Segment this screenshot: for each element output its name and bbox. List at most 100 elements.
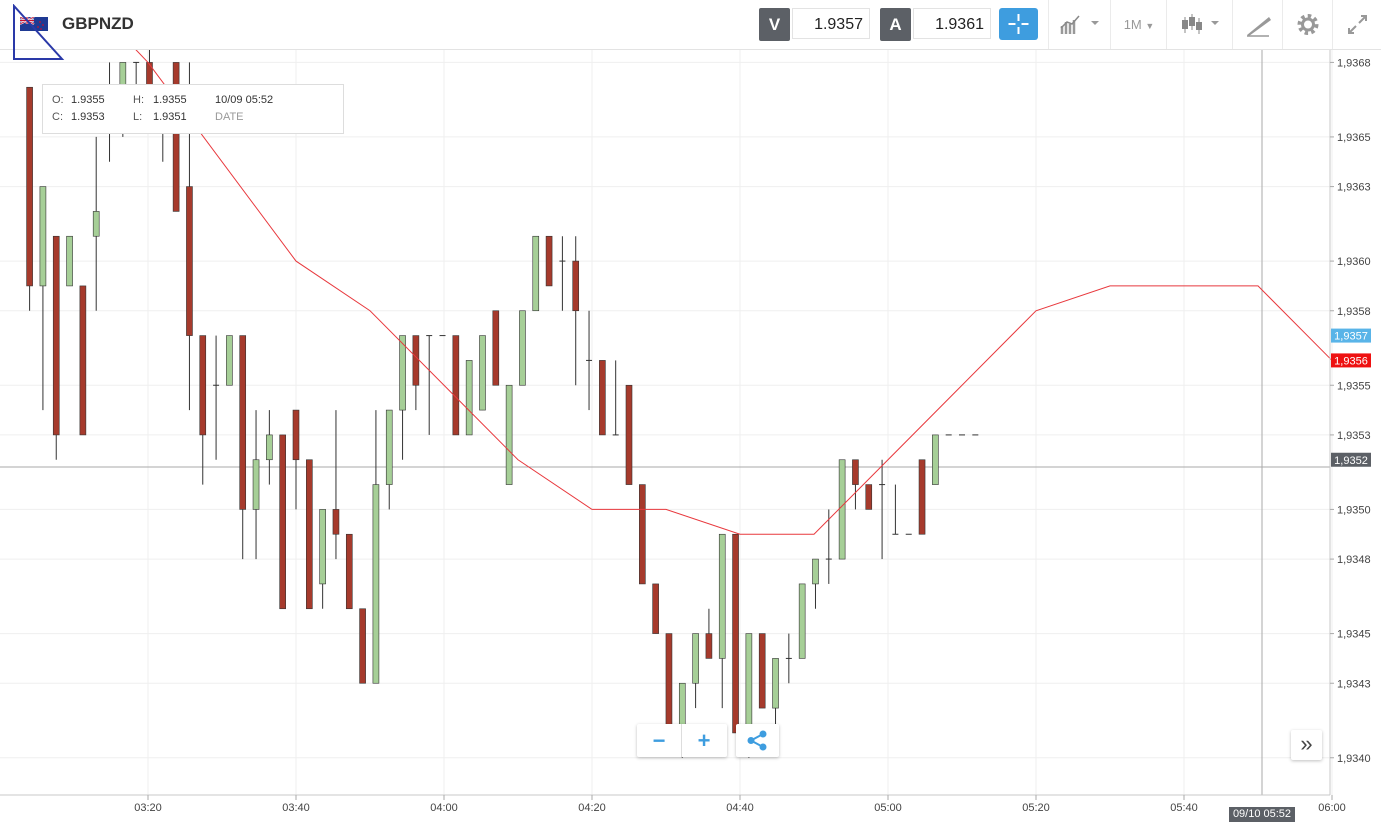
crosshair-button[interactable] [999, 8, 1038, 40]
candle-body-up [932, 434, 939, 485]
candle [66, 235, 73, 287]
timeframe-button[interactable]: 1M ▼ [1110, 0, 1167, 49]
time-tick-label: 05:00 [874, 802, 902, 814]
candle [505, 384, 513, 485]
price-chart[interactable]: 1,93401,93431,93451,93481,93501,93531,93… [0, 50, 1381, 824]
timeframe-label: 1M [1123, 17, 1142, 32]
candle-body-down [239, 335, 247, 510]
candle [426, 335, 433, 435]
candle-body-down [26, 86, 33, 287]
candles-button[interactable] [1166, 0, 1233, 49]
candle-body-up [505, 384, 513, 485]
candle-body-up [812, 558, 819, 585]
ask-price-tag-bg [1331, 353, 1371, 368]
candle [226, 335, 233, 386]
low-value: 1.9351 [153, 111, 187, 123]
candle-body-down [545, 235, 553, 287]
candle [345, 533, 353, 610]
candle [599, 360, 606, 436]
zoom-in-button[interactable]: + [697, 728, 711, 753]
gear-icon [1297, 14, 1319, 35]
candle-body-down [732, 533, 739, 734]
bid-price-tag: 1,9357 [1331, 328, 1371, 343]
time-tick-label: 04:40 [726, 802, 754, 814]
time-tick-label: 04:20 [578, 802, 606, 814]
candle-body-up [399, 335, 406, 411]
candle [26, 86, 33, 311]
buy-button[interactable]: A [880, 8, 911, 41]
candle-body-up [745, 633, 753, 734]
drawn-triangle-annotation[interactable] [12, 4, 72, 62]
candle [545, 235, 553, 287]
candle-body-up [838, 459, 846, 560]
candle-body-down [172, 62, 180, 212]
candle-body-down [186, 186, 193, 336]
candle-body-up [798, 583, 806, 659]
candle [79, 285, 87, 436]
time-axis: 03:20 03:40 04:00 04:20 04:40 05:00 05:20 05:40… [134, 795, 1346, 814]
time-tick-label: 05:40 [1170, 802, 1198, 814]
chart-type-button[interactable] [1048, 0, 1111, 49]
zoom-controls: − + [637, 724, 727, 757]
high-value: 1.9355 [153, 94, 187, 106]
candle-body-up [519, 310, 526, 386]
candle [332, 410, 340, 560]
chart-toolbar: GBPNZD V 1.9357 A 1.9361 1M ▼ [0, 0, 1381, 50]
drawing-icon [1247, 17, 1271, 37]
candle-body-down [599, 360, 606, 436]
candle [572, 236, 580, 386]
candle-body-down [452, 335, 460, 436]
crosshair-icon [1008, 14, 1029, 34]
fullscreen-icon [1348, 15, 1367, 34]
candle-body-down [79, 285, 87, 436]
drawing-button[interactable] [1232, 0, 1283, 49]
candle-body-down [572, 260, 580, 312]
zoom-out-button[interactable]: − [637, 724, 682, 757]
candle-body-down [758, 633, 766, 709]
time-tick-label: 05:20 [1022, 802, 1050, 814]
candle [865, 484, 873, 510]
candle [39, 186, 47, 411]
ask-price-tag: 1,9356 [1331, 353, 1371, 368]
cursor-time-tag: 09/10 05:52 [1229, 807, 1295, 822]
date-label: DATE [215, 111, 244, 123]
candle [452, 335, 460, 436]
share-button[interactable] [736, 724, 779, 757]
fullscreen-button[interactable] [1332, 0, 1381, 49]
settings-button[interactable] [1282, 0, 1333, 49]
price-axis: 1,93401,93431,93451,93481,93501,93531,93… [1330, 57, 1371, 765]
sell-button[interactable]: V [759, 8, 790, 41]
candle [918, 459, 926, 535]
candle [932, 434, 939, 485]
scroll-to-latest-button[interactable]: » [1291, 730, 1322, 760]
candle-body-down [52, 235, 60, 436]
time-tick-label: 04:00 [430, 802, 458, 814]
candle [465, 360, 473, 436]
candle [292, 409, 300, 510]
candle-body-down [359, 608, 366, 684]
candle [266, 410, 273, 485]
candle-body-down [639, 484, 646, 585]
candle [252, 410, 260, 560]
moving-average-line [135, 50, 1333, 535]
chevron-down-icon: ▼ [1145, 21, 1155, 31]
candle [239, 335, 247, 560]
sell-price: 1.9357 [792, 8, 870, 39]
price-tick-label: 1,9368 [1337, 57, 1371, 69]
candle [892, 484, 899, 535]
candle-body-up [319, 509, 326, 585]
price-tick-label: 1,9340 [1337, 753, 1371, 765]
candle-body-down [412, 335, 420, 386]
candle [612, 360, 619, 436]
candle [692, 633, 699, 709]
candle-body-down [332, 509, 340, 535]
date-value: 10/09 05:52 [215, 94, 274, 106]
price-tick-label: 1,9360 [1337, 256, 1371, 268]
time-tick-label: 03:20 [134, 802, 162, 814]
candle [532, 235, 540, 312]
candle-body-down [306, 459, 313, 610]
bid-price-tag-bg [1331, 328, 1371, 343]
price-tick-label: 1,9365 [1337, 132, 1371, 144]
price-tick-label: 1,9350 [1337, 504, 1371, 516]
cursor-price-tag-label: 1,9352 [1334, 455, 1368, 467]
